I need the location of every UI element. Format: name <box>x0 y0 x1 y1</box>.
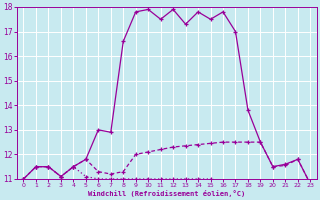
X-axis label: Windchill (Refroidissement éolien,°C): Windchill (Refroidissement éolien,°C) <box>88 190 245 197</box>
